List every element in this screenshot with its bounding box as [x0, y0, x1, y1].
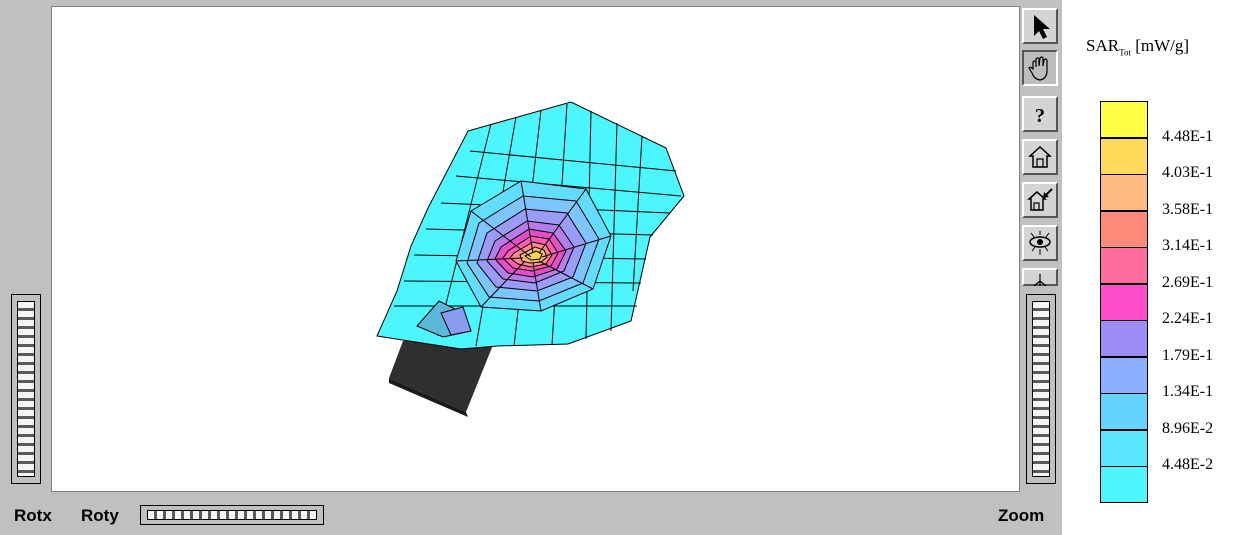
legend-swatch [1100, 393, 1148, 430]
home-view-button[interactable] [1022, 139, 1058, 175]
help-button[interactable]: ? [1022, 96, 1058, 132]
axis-icon [1033, 274, 1047, 286]
legend-swatch [1100, 356, 1148, 394]
home-zoom-button[interactable] [1022, 182, 1058, 218]
legend-swatch [1100, 283, 1148, 321]
pointer-tool-button[interactable] [1022, 8, 1058, 44]
home-zoom-icon [1027, 188, 1053, 211]
legend-swatch [1100, 320, 1148, 357]
legend-swatch [1100, 210, 1148, 248]
legend-tick-label: 1.79E-1 [1162, 346, 1214, 364]
legend-title: SARTot [mW/g] [1086, 36, 1190, 58]
eye-icon [1029, 231, 1051, 255]
rotx-label: Rotx [14, 506, 52, 525]
sar-surface-render[interactable] [52, 7, 1019, 491]
roty-label: Roty [81, 506, 119, 525]
legend-tick-label: 8.96E-2 [1162, 419, 1214, 437]
3d-viewport[interactable] [51, 6, 1020, 492]
legend-swatch [1100, 429, 1148, 467]
viewer-frame: Rotx Roty Zoom ? [0, 0, 1062, 535]
legend-swatch [1100, 247, 1148, 284]
eye-view-button[interactable] [1022, 225, 1058, 261]
legend-tick-label: 2.24E-1 [1162, 310, 1214, 327]
zoom-label: Zoom [998, 506, 1045, 525]
roty-wheel[interactable] [140, 505, 324, 525]
help-question-icon: ? [1035, 105, 1045, 127]
legend-swatch [1100, 101, 1148, 138]
legend-tick-label: 4.48E-1 [1162, 127, 1214, 145]
legend-tick-label: 4.03E-1 [1162, 164, 1214, 181]
pointer-arrow-icon [1034, 15, 1050, 39]
zoom-wheel[interactable] [1026, 294, 1056, 484]
phone-model [389, 335, 497, 417]
pan-hand-icon [1028, 56, 1048, 81]
legend-tick-label: 4.48E-2 [1162, 456, 1214, 473]
legend-swatch [1100, 466, 1148, 503]
home-icon [1028, 145, 1052, 168]
legend-tick-label: 2.69E-1 [1162, 273, 1214, 291]
legend-swatch [1100, 137, 1148, 175]
sar-mesh [376, 101, 685, 350]
legend-tick-label: 3.58E-1 [1162, 200, 1214, 218]
legend-swatch [1100, 174, 1148, 211]
pan-tool-button[interactable] [1022, 50, 1058, 86]
rotx-wheel[interactable] [11, 294, 41, 484]
svg-text:?: ? [1035, 105, 1045, 127]
axis-view-button[interactable] [1022, 268, 1058, 286]
legend-tick-label: 3.14E-1 [1162, 237, 1214, 254]
legend-tick-label: 1.34E-1 [1162, 383, 1214, 400]
